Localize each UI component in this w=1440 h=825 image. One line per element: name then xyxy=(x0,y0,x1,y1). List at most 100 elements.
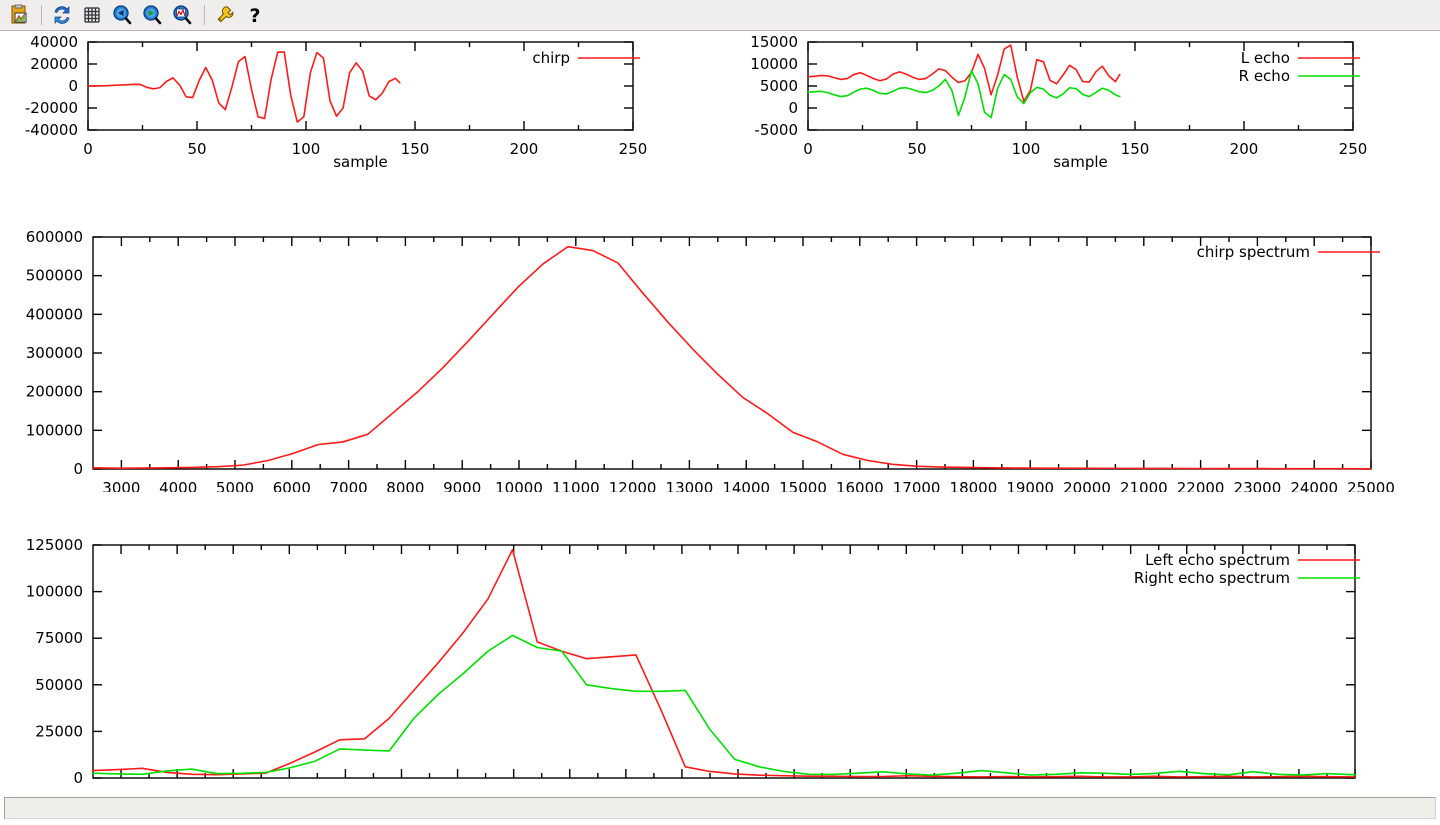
svg-text:16000: 16000 xyxy=(836,479,884,492)
svg-text:10000: 10000 xyxy=(495,479,543,492)
svg-text:15000: 15000 xyxy=(750,33,798,51)
series-line xyxy=(87,51,401,123)
zoom-next-button[interactable] xyxy=(138,1,166,29)
svg-text:100000: 100000 xyxy=(26,583,83,601)
help-button[interactable]: ? xyxy=(241,1,269,29)
toggle-grid-button[interactable] xyxy=(78,1,106,29)
svg-text:8000: 8000 xyxy=(382,788,420,790)
svg-text:sample: sample xyxy=(1053,153,1108,171)
svg-text:15000: 15000 xyxy=(770,788,818,790)
toolbar-separator-2 xyxy=(204,5,205,25)
copy-to-clipboard-icon xyxy=(11,4,27,24)
svg-text:6000: 6000 xyxy=(273,479,311,492)
plot-area[interactable]: -40000 -20000 0 20000 40000 0 50 100 150 200 250 sa… xyxy=(0,32,1440,792)
svg-text:12000: 12000 xyxy=(609,479,657,492)
svg-text:9000: 9000 xyxy=(443,479,481,492)
svg-text:14000: 14000 xyxy=(714,788,762,790)
settings-icon xyxy=(217,6,234,23)
toolbar-separator-1 xyxy=(41,5,42,25)
toggle-grid-icon xyxy=(84,7,100,23)
svg-text:18000: 18000 xyxy=(950,479,998,492)
svg-text:0: 0 xyxy=(83,140,93,158)
svg-text:17000: 17000 xyxy=(882,788,930,790)
replot-icon xyxy=(54,6,70,24)
svg-text:150: 150 xyxy=(401,140,430,158)
svg-text:19000: 19000 xyxy=(1006,479,1054,492)
svg-text:50000: 50000 xyxy=(35,676,83,694)
chart-chirp-waveform[interactable]: -40000 -20000 0 20000 40000 0 50 100 150 200 250 sa… xyxy=(0,32,680,182)
svg-text:20000: 20000 xyxy=(1051,788,1099,790)
svg-text:11000: 11000 xyxy=(546,788,594,790)
svg-text:5000: 5000 xyxy=(760,77,798,95)
svg-text:40000: 40000 xyxy=(30,33,78,51)
svg-text:3000: 3000 xyxy=(102,479,140,492)
svg-text:5000: 5000 xyxy=(216,479,254,492)
svg-text:21000: 21000 xyxy=(1107,788,1155,790)
svg-text:7000: 7000 xyxy=(330,479,368,492)
svg-text:4000: 4000 xyxy=(158,788,196,790)
replot-button[interactable] xyxy=(48,1,76,29)
svg-text:5000: 5000 xyxy=(214,788,252,790)
svg-text:24000: 24000 xyxy=(1275,788,1323,790)
svg-text:13000: 13000 xyxy=(666,479,714,492)
svg-text:16000: 16000 xyxy=(826,788,874,790)
svg-text:13000: 13000 xyxy=(658,788,706,790)
svg-text:200: 200 xyxy=(1230,140,1259,158)
svg-text:?: ? xyxy=(249,5,260,26)
svg-text:7000: 7000 xyxy=(326,788,364,790)
svg-text:R echo: R echo xyxy=(1239,67,1290,85)
autoscale-icon xyxy=(173,5,192,25)
svg-text:25000: 25000 xyxy=(1331,788,1379,790)
svg-text:4000: 4000 xyxy=(159,479,197,492)
svg-text:150: 150 xyxy=(1121,140,1150,158)
zoom-previous-button[interactable] xyxy=(108,1,136,29)
svg-text:250: 250 xyxy=(619,140,648,158)
svg-text:75000: 75000 xyxy=(35,629,83,647)
svg-text:400000: 400000 xyxy=(26,305,83,323)
svg-text:-40000: -40000 xyxy=(25,121,78,139)
svg-text:100: 100 xyxy=(292,140,321,158)
svg-text:12000: 12000 xyxy=(602,788,650,790)
autoscale-button[interactable] xyxy=(168,1,196,29)
svg-text:19000: 19000 xyxy=(995,788,1043,790)
svg-text:9000: 9000 xyxy=(438,788,476,790)
svg-text:sample: sample xyxy=(333,153,388,171)
copy-to-clipboard-button[interactable] xyxy=(5,1,33,29)
status-bar xyxy=(0,793,1440,825)
svg-text:14000: 14000 xyxy=(722,479,770,492)
svg-text:200000: 200000 xyxy=(26,383,83,401)
chart-echo-spectrum[interactable]: 0 25000 50000 75000 100000 125000 3000 4000 5000… xyxy=(0,490,1400,790)
toolbar: ? xyxy=(0,0,1440,31)
svg-text:-20000: -20000 xyxy=(25,99,78,117)
svg-text:100000: 100000 xyxy=(26,421,83,439)
svg-text:20000: 20000 xyxy=(30,55,78,73)
svg-text:100: 100 xyxy=(1012,140,1041,158)
svg-text:10000: 10000 xyxy=(490,788,538,790)
svg-text:11000: 11000 xyxy=(552,479,600,492)
svg-text:600000: 600000 xyxy=(26,228,83,246)
svg-text:-5000: -5000 xyxy=(754,121,798,139)
svg-text:chirp spectrum: chirp spectrum xyxy=(1197,243,1310,261)
svg-text:0: 0 xyxy=(73,769,83,787)
settings-button[interactable] xyxy=(211,1,239,29)
svg-text:0: 0 xyxy=(803,140,813,158)
svg-text:50: 50 xyxy=(907,140,926,158)
series-line xyxy=(92,634,1356,776)
svg-text:20000: 20000 xyxy=(1063,479,1111,492)
svg-text:8000: 8000 xyxy=(386,479,424,492)
status-bar-text xyxy=(4,797,1436,819)
svg-text:Left echo spectrum: Left echo spectrum xyxy=(1145,551,1290,569)
svg-text:chirp: chirp xyxy=(532,49,570,67)
svg-text:24000: 24000 xyxy=(1290,479,1338,492)
chart-lr-echo-waveform[interactable]: -5000 0 5000 10000 15000 0 50 100 150 200 250 sampl… xyxy=(720,32,1400,182)
chart-chirp-spectrum[interactable]: 0 100000 200000 300000 400000 500000 600000 300… xyxy=(0,182,1400,492)
svg-text:25000: 25000 xyxy=(1347,479,1395,492)
svg-text:21000: 21000 xyxy=(1120,479,1168,492)
svg-text:17000: 17000 xyxy=(893,479,941,492)
zoom-previous-icon xyxy=(113,5,132,25)
svg-text:18000: 18000 xyxy=(939,788,987,790)
svg-text:6000: 6000 xyxy=(270,788,308,790)
zoom-next-icon xyxy=(143,5,162,25)
svg-text:25000: 25000 xyxy=(35,722,83,740)
svg-text:3000: 3000 xyxy=(102,788,140,790)
